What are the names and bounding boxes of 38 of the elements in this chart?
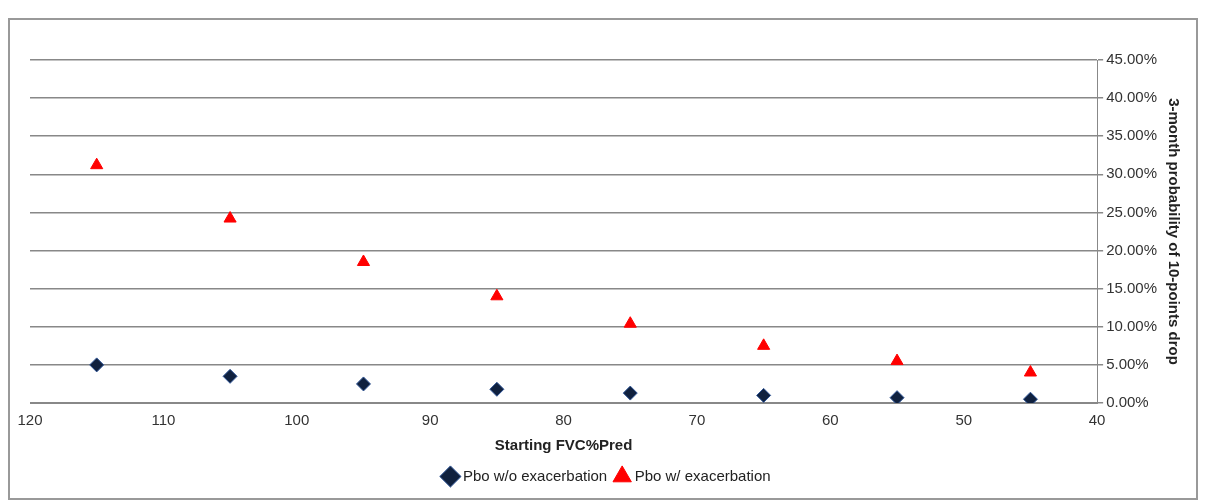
y-tick-label: 25.00%	[1106, 202, 1157, 220]
x-axis-title: Starting FVC%Pred	[494, 436, 633, 454]
point	[757, 338, 771, 350]
point	[622, 385, 638, 401]
legend-label: Pbo w/ exacerbation	[634, 466, 771, 484]
point	[890, 353, 904, 366]
x-tick-label: 40	[1088, 411, 1106, 429]
point	[89, 357, 105, 373]
legend-label: Pbo w/o exacerbation	[462, 466, 608, 484]
point	[223, 211, 237, 223]
point	[356, 254, 371, 266]
point	[623, 316, 637, 328]
point	[355, 376, 371, 392]
x-tick-label: 80	[555, 411, 572, 429]
x-tick-label: 120	[17, 411, 43, 429]
x-tick-label: 60	[822, 411, 839, 429]
point	[889, 390, 905, 403]
y-tick-label: 45.00%	[1106, 50, 1157, 68]
y-axis-title: 3-month probability of 10-points drop	[1165, 98, 1183, 365]
point	[90, 157, 104, 170]
point	[222, 368, 238, 384]
y-tick-label: 10.00%	[1106, 316, 1157, 334]
point	[1023, 365, 1037, 377]
point	[756, 387, 772, 403]
point	[490, 288, 504, 301]
x-tick-label: 50	[955, 411, 973, 429]
y-tick-label: 5.00%	[1106, 355, 1149, 373]
y-tick-label: 0.00%	[1106, 393, 1149, 411]
y-tick-label: 30.00%	[1106, 164, 1157, 182]
x-tick-label: 110	[151, 411, 176, 429]
x-tick-label: 90	[421, 411, 439, 429]
y-tick-label: 40.00%	[1106, 88, 1157, 106]
y-tick-label: 15.00%	[1106, 278, 1157, 296]
y-tick-label: 20.00%	[1106, 240, 1157, 258]
point	[489, 381, 505, 397]
y-tick-label: 35.00%	[1106, 126, 1157, 144]
x-tick-label: 100	[284, 411, 310, 429]
x-tick-label: 70	[688, 411, 706, 429]
